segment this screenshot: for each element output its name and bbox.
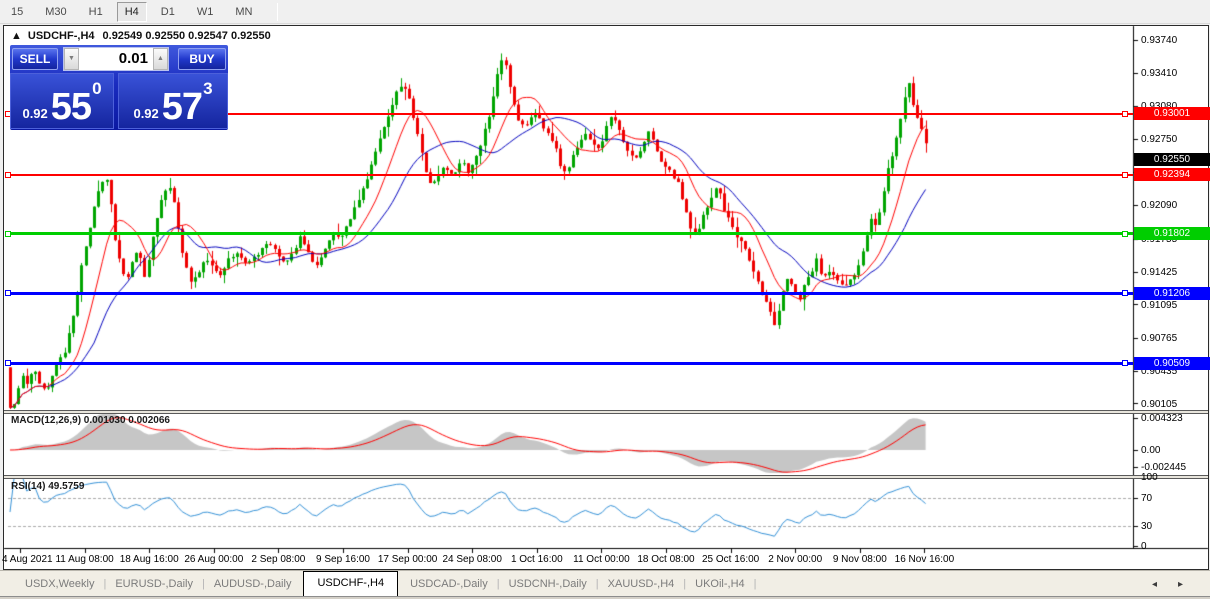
date-axis-label: 1 Oct 16:00 bbox=[510, 554, 563, 565]
tab-separator: | bbox=[496, 578, 500, 590]
buy-price-big-digits: 57 bbox=[161, 86, 203, 128]
hline-support-1-handle-right[interactable] bbox=[1122, 290, 1128, 297]
tab-separator: | bbox=[103, 578, 107, 590]
date-axis-label: 24 Sep 08:00 bbox=[442, 554, 502, 565]
hline-resistance-2-handle-right[interactable] bbox=[1122, 171, 1128, 178]
hline-support-2-handle-right[interactable] bbox=[1122, 360, 1128, 367]
chart-tab-audusd-daily[interactable]: AUDUSD-,Daily bbox=[213, 578, 292, 590]
lot-size-control: ▼ 0.01 ▲ bbox=[63, 47, 169, 71]
rsi-scale-label: 30 bbox=[1141, 521, 1153, 532]
price-axis-tick-label: 0.90435 bbox=[1141, 365, 1178, 377]
rsi-scale-label: 100 bbox=[1141, 472, 1158, 483]
pane-splitter-rsi[interactable] bbox=[4, 475, 1208, 479]
chart-title: ▲ USDCHF-,H4 0.92549 0.92550 0.92547 0.925… bbox=[11, 30, 271, 42]
date-axis-label: 18 Aug 16:00 bbox=[119, 554, 179, 565]
price-axis-tick-label: 0.91095 bbox=[1141, 299, 1178, 311]
date-axis-label: 16 Nov 16:00 bbox=[894, 554, 955, 565]
macd-scale-label: 0.004323 bbox=[1141, 413, 1183, 424]
date-axis-label: 26 Aug 00:00 bbox=[184, 554, 244, 565]
buy-price-prefix: 0.92 bbox=[133, 106, 159, 121]
macd-scale-label: 0.00 bbox=[1141, 445, 1161, 456]
sell-button[interactable]: SELL bbox=[12, 48, 58, 70]
price-axis-tick-label: 0.93410 bbox=[1141, 68, 1178, 79]
date-axis-label: 9 Sep 16:00 bbox=[316, 554, 370, 565]
chart-tab-usdcnh-daily[interactable]: USDCNH-,Daily bbox=[508, 578, 587, 590]
price-axis-tick-label: 0.92090 bbox=[1141, 200, 1178, 211]
current-price-badge: 0.92550 bbox=[1134, 152, 1210, 166]
tab-separator: | bbox=[683, 578, 687, 590]
buy-price-pipette: 3 bbox=[203, 79, 213, 98]
sell-price-display[interactable]: 0.92 55 0 bbox=[10, 73, 114, 129]
price-axis-tick-label: 0.93080 bbox=[1141, 101, 1177, 112]
buy-price-display[interactable]: 0.92 57 3 bbox=[118, 73, 228, 129]
date-axis-label: 2 Sep 08:00 bbox=[251, 554, 306, 565]
macd-scale-label: -0.002445 bbox=[1141, 462, 1187, 473]
price-level-badge: 0.92394 bbox=[1134, 168, 1210, 182]
pane-splitter-macd[interactable] bbox=[4, 410, 1208, 414]
hline-resistance-1[interactable] bbox=[8, 112, 1133, 115]
hline-resistance-2[interactable] bbox=[8, 173, 1133, 176]
sell-price-pipette: 0 bbox=[92, 79, 102, 98]
date-axis-label: 2 Nov 00:00 bbox=[768, 554, 823, 565]
one-click-trading-panel: SELL ▼ 0.01 ▲ BUY 0.92 55 0 0.92 57 3 bbox=[10, 45, 228, 130]
hline-resistance-1-handle-right[interactable] bbox=[1122, 110, 1128, 117]
trade-panel-prices: 0.92 55 0 0.92 57 3 bbox=[10, 73, 228, 129]
price-axis-tick-label: 0.90765 bbox=[1141, 332, 1178, 344]
chart-tab-xauusd-h4[interactable]: XAUUSD-,H4 bbox=[607, 578, 675, 590]
buy-button[interactable]: BUY bbox=[178, 48, 226, 70]
hline-support-1-handle-left[interactable] bbox=[5, 290, 11, 297]
hline-resistance-2-handle-left[interactable] bbox=[5, 171, 11, 178]
rsi-scale-label: 70 bbox=[1141, 493, 1153, 504]
price-axis-tick-label: 0.91425 bbox=[1141, 266, 1178, 278]
date-axis-label: 17 Sep 00:00 bbox=[377, 554, 438, 565]
hline-pivot-handle-left[interactable] bbox=[5, 230, 11, 237]
lot-size-field[interactable]: 0.01 bbox=[79, 48, 153, 70]
hline-pivot[interactable] bbox=[8, 232, 1133, 236]
rsi-indicator-label: RSI(14) 49.5759 bbox=[11, 481, 85, 492]
macd-indicator-label: MACD(12,26,9) 0.001030 0.002066 bbox=[11, 415, 170, 426]
sell-price-big-digits: 55 bbox=[50, 86, 92, 128]
hline-support-2-handle-left[interactable] bbox=[5, 360, 11, 367]
rsi-scale-label: 0 bbox=[1141, 541, 1147, 552]
price-level-badge: 0.93001 bbox=[1134, 107, 1210, 121]
tab-separator: | bbox=[753, 578, 757, 590]
chart-tab-usdchf-h4[interactable]: USDCHF-,H4 bbox=[303, 571, 399, 596]
price-axis-tick-label: 0.93740 bbox=[1141, 35, 1178, 46]
chart-tab-usdcad-daily[interactable]: USDCAD-,Daily bbox=[410, 578, 488, 590]
sell-price-prefix: 0.92 bbox=[22, 106, 48, 121]
hline-pivot-handle-right[interactable] bbox=[1122, 230, 1128, 237]
chart-tab-bar: ◂ ▸ USDX,Weekly | EURUSD-,Daily | AUDUSD-,Da… bbox=[0, 570, 1210, 596]
tab-separator: | bbox=[201, 578, 205, 590]
tab-separator: | bbox=[595, 578, 599, 590]
date-axis-label: 25 Oct 16:00 bbox=[701, 554, 760, 565]
date-axis-label: 9 Nov 08:00 bbox=[832, 554, 887, 565]
date-axis-label: 4 Aug 2021 bbox=[2, 554, 53, 565]
date-axis-label: 11 Aug 08:00 bbox=[55, 554, 114, 565]
price-level-badge: 0.91206 bbox=[1134, 286, 1210, 300]
hline-support-1[interactable] bbox=[8, 291, 1133, 295]
chart-tab-usdx-weekly[interactable]: USDX,Weekly bbox=[25, 578, 95, 590]
chart-symbol-label: USDCHF-,H4 bbox=[27, 30, 95, 42]
trade-panel-controls: SELL ▼ 0.01 ▲ BUY bbox=[10, 47, 228, 73]
price-axis-tick-label: 0.90105 bbox=[1141, 398, 1178, 410]
hline-support-2[interactable] bbox=[8, 361, 1133, 365]
chart-tab-eurusd-daily[interactable]: EURUSD-,Daily bbox=[115, 578, 193, 590]
lot-increase-button[interactable]: ▲ bbox=[153, 48, 168, 70]
chart-tab-ukoil-h4[interactable]: UKOil-,H4 bbox=[695, 578, 745, 590]
date-axis-label: 11 Oct 00:00 bbox=[573, 554, 630, 565]
price-axis-tick-label: 0.92750 bbox=[1141, 134, 1178, 145]
price-level-badge: 0.91802 bbox=[1134, 227, 1210, 241]
chart-ohlc-quotes: 0.92549 0.92550 0.92547 0.92550 bbox=[102, 30, 271, 42]
one-click-collapse-icon[interactable]: ▲ bbox=[11, 30, 22, 42]
tab-scroll-left-icon[interactable]: ◂ bbox=[1152, 579, 1158, 590]
tab-scroll-right-icon[interactable]: ▸ bbox=[1178, 579, 1184, 590]
date-axis-label: 18 Oct 08:00 bbox=[637, 554, 695, 565]
lot-decrease-button[interactable]: ▼ bbox=[64, 48, 79, 70]
price-level-badge: 0.90509 bbox=[1134, 356, 1210, 370]
status-bar bbox=[0, 596, 1210, 599]
